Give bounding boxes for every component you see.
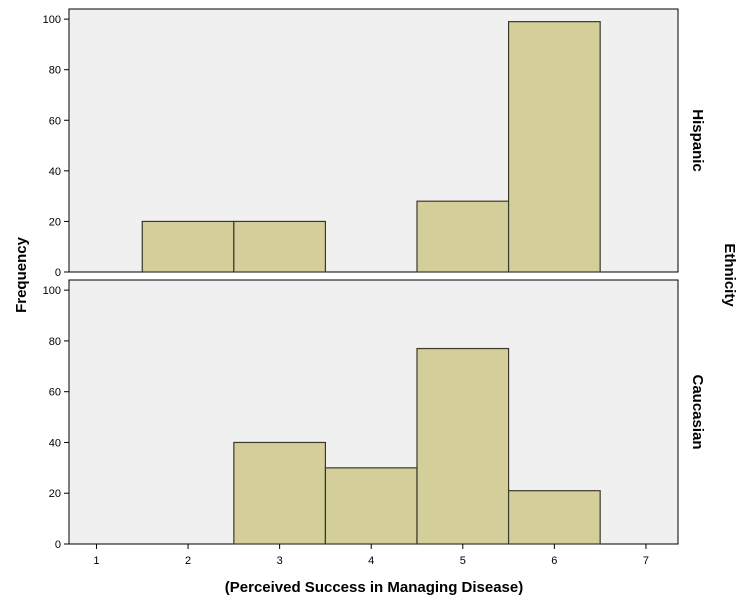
- x-tick-label: 1: [93, 555, 99, 567]
- histogram-bar: [141, 220, 235, 273]
- y-tick-label: 0: [55, 267, 61, 279]
- facet-panel-hispanic: 0 20 40 60 80 100 Hispanic: [43, 8, 706, 279]
- x-tick-label: 2: [185, 555, 191, 567]
- y-tick-label: 20: [49, 488, 61, 500]
- y-tick-label: 100: [43, 285, 61, 297]
- y-tick-label: 0: [55, 539, 61, 551]
- histogram-bar: [324, 467, 418, 545]
- histogram-bar: [507, 490, 601, 545]
- facet-group-title: Ethnicity: [721, 243, 738, 307]
- histogram-bar: [416, 347, 510, 545]
- histogram-bar: [233, 441, 327, 545]
- y-tick-label: 80: [49, 65, 61, 77]
- x-tick-label: 5: [460, 555, 466, 567]
- y-tick-label: 80: [49, 336, 61, 348]
- histogram-bar: [507, 21, 601, 273]
- y-tick-label: 40: [49, 437, 61, 449]
- panel-strip-label: Hispanic: [689, 109, 706, 172]
- x-axis-title: (Perceived Success in Managing Disease): [225, 579, 523, 596]
- panel-strip-label: Caucasian: [689, 374, 706, 449]
- y-tick-label: 100: [43, 14, 61, 26]
- facet-panel-caucasian: 0 20 40 60 80 100 Caucasian: [43, 279, 706, 551]
- y-tick-label: 20: [49, 216, 61, 228]
- histogram-bar: [416, 200, 510, 273]
- y-tick-label: 40: [49, 166, 61, 178]
- x-tick-label: 7: [643, 555, 649, 567]
- x-tick-label: 4: [368, 555, 374, 567]
- x-tick-label: 3: [277, 555, 283, 567]
- histogram-bar: [233, 220, 327, 273]
- y-tick-label: 60: [49, 387, 61, 399]
- panels-layer: 0 20 40 60 80 100 Hispanic 0 20 40 60 80 100 Caucasia…: [43, 8, 706, 567]
- x-tick-label: 6: [551, 555, 557, 567]
- y-axis-title: Frequency: [13, 236, 30, 313]
- y-tick-label: 60: [49, 115, 61, 127]
